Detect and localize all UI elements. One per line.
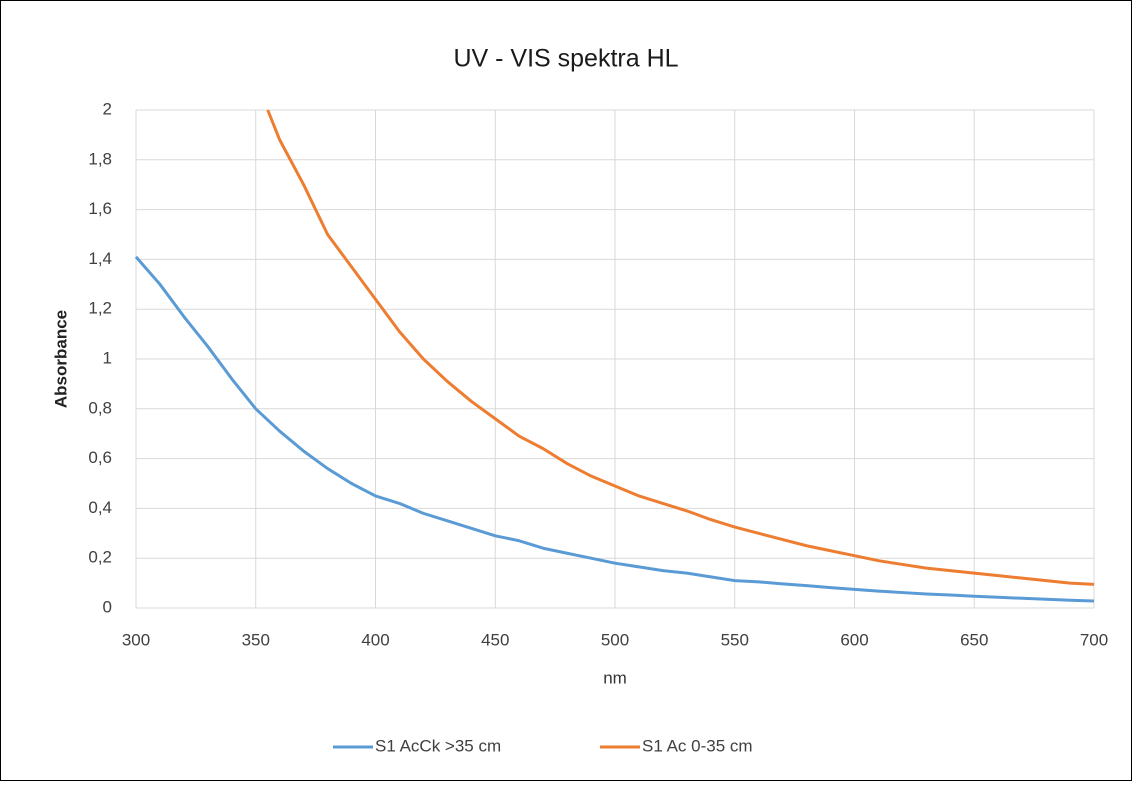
y-tick-label: 0,8 <box>88 398 112 417</box>
x-tick-label: 650 <box>960 630 988 649</box>
y-tick-label: 1,2 <box>88 299 112 318</box>
x-axis-title: nm <box>603 668 627 687</box>
y-tick-label: 1,4 <box>88 249 112 268</box>
legend-label: S1 Ac 0-35 cm <box>642 736 753 755</box>
x-tick-label: 450 <box>481 630 509 649</box>
y-tick-label: 0,4 <box>88 498 112 517</box>
y-tick-label: 1,8 <box>88 149 112 168</box>
x-tick-label: 300 <box>122 630 150 649</box>
x-tick-label: 350 <box>242 630 270 649</box>
x-tick-label: 400 <box>361 630 389 649</box>
x-tick-label: 550 <box>721 630 749 649</box>
y-tick-label: 0,2 <box>88 548 112 567</box>
data-line <box>134 255 1095 603</box>
x-tick-label: 700 <box>1080 630 1108 649</box>
y-tick-label: 1,6 <box>88 199 112 218</box>
x-tick-label: 600 <box>840 630 868 649</box>
y-tick-label: 2 <box>103 99 112 118</box>
y-tick-label: 0,6 <box>88 448 112 467</box>
chart-title: UV - VIS spektra HL <box>453 45 678 73</box>
y-axis-title: Absorbance <box>51 310 70 408</box>
data-line <box>266 109 1095 586</box>
legend-label: S1 AcCk >35 cm <box>375 736 501 755</box>
y-tick-label: 0 <box>103 597 112 616</box>
y-tick-label: 1 <box>103 348 112 367</box>
x-tick-label: 500 <box>601 630 629 649</box>
